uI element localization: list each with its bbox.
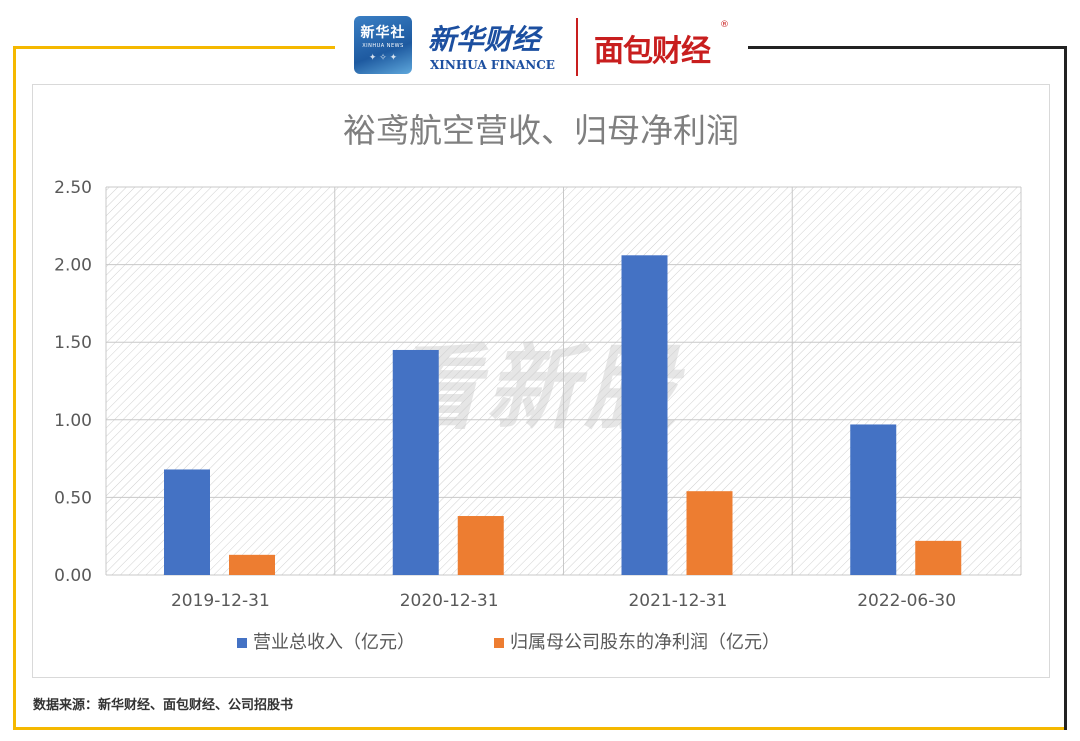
x-tick-label: 2021-12-31 (628, 591, 727, 611)
bar-revenue-2019-12-31 (164, 469, 210, 575)
y-tick-label: 2.00 (54, 256, 92, 276)
frame-bottom-border (13, 727, 1065, 730)
y-tick-label: 1.00 (54, 411, 92, 431)
bar-net-profit-2021-12-31 (686, 491, 733, 575)
x-tick-label: 2020-12-31 (400, 591, 499, 611)
xinhua-finance-logo-en: XINHUA FINANCE (430, 58, 555, 72)
mianbao-finance-logo: 面包财经 (594, 34, 711, 69)
y-tick-label: 0.00 (54, 566, 92, 586)
y-tick-label: 2.50 (54, 178, 92, 198)
y-tick-label: 0.50 (54, 488, 92, 508)
bar-revenue-2022-06-30 (850, 424, 897, 575)
chart-container: 0.00 0.50 1.00 1.50 2.00 2.50 看新股 2019-12-31 202… (32, 84, 1050, 678)
legend-swatch-revenue (237, 638, 247, 648)
logo-divider (576, 18, 578, 76)
frame-left-border (13, 46, 16, 730)
chart-title: 裕鸢航空营收、归母净利润 (343, 111, 739, 150)
frame-top-border-right (748, 46, 1067, 49)
source-note: 数据来源：新华财经、面包财经、公司招股书 (33, 698, 294, 713)
bar-revenue-2021-12-31 (621, 255, 668, 575)
network-dots-icon: ✦ ✧ ✦ (368, 53, 398, 63)
xinhua-badge-cn: 新华社 (360, 25, 406, 41)
xinhua-news-logo: 新华社 XINHUA NEWS ✦ ✧ ✦ (354, 16, 412, 74)
xinhua-badge-en: XINHUA NEWS (362, 43, 404, 49)
xinhua-finance-logo-text: 新华财经 (428, 23, 541, 56)
bar-revenue-2020-12-31 (392, 349, 439, 575)
bar-net-profit-2022-06-30 (915, 540, 962, 575)
frame-top-border-left (13, 46, 335, 49)
bar-net-profit-2020-12-31 (457, 516, 504, 575)
frame-right-border (1064, 46, 1067, 730)
x-tick-label: 2022-06-30 (857, 591, 956, 611)
header-logos: 新华社 XINHUA NEWS ✦ ✧ ✦ 新华财经 XINHUA FINANC… (350, 10, 740, 80)
x-tick-label: 2019-12-31 (171, 591, 270, 611)
legend-label-net-profit: 归属母公司股东的净利润（亿元） (510, 632, 780, 653)
bar-net-profit-2019-12-31 (229, 554, 275, 575)
legend-swatch-net-profit (494, 638, 504, 648)
y-tick-label: 1.50 (54, 333, 92, 353)
legend-label-revenue: 营业总收入（亿元） (253, 632, 415, 653)
registered-mark: ® (720, 20, 729, 30)
